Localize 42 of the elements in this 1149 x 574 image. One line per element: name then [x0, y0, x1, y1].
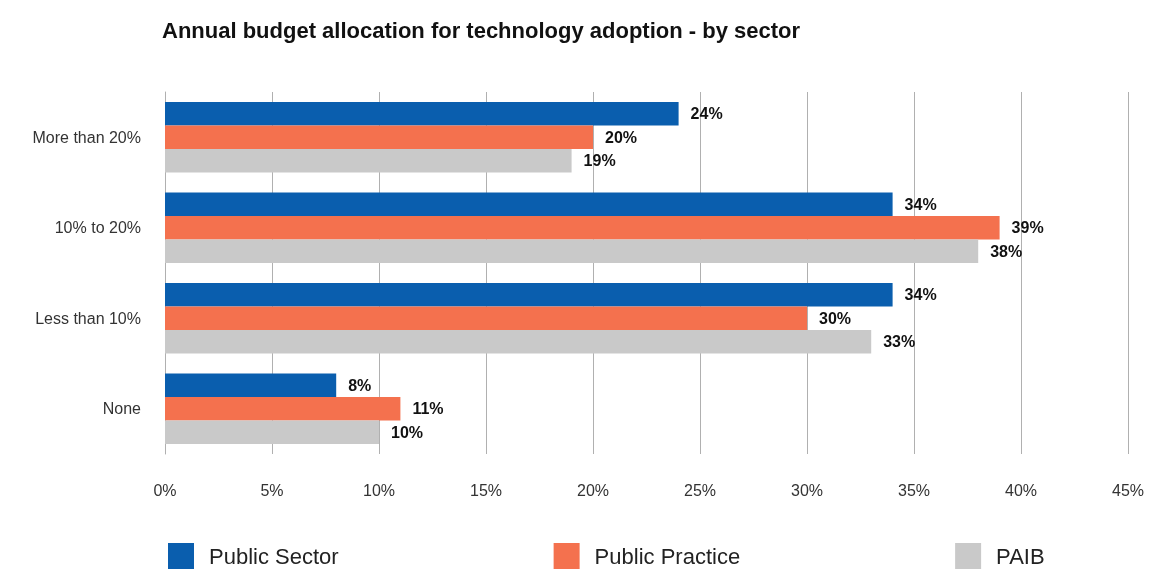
y-tick-label: More than 20%	[32, 128, 141, 146]
data-label: 38%	[990, 242, 1023, 260]
x-tick-label: 35%	[897, 481, 931, 499]
bar	[165, 192, 893, 216]
bar	[165, 125, 593, 150]
legend-label: Public Practice	[594, 543, 741, 569]
x-tick-label: 30%	[790, 481, 824, 499]
data-label: 8%	[348, 376, 372, 394]
y-tick-label: None	[102, 400, 142, 418]
y-tick-label: Less than 10%	[35, 309, 141, 327]
data-label: 20%	[605, 128, 638, 146]
data-label: 33%	[883, 333, 916, 351]
x-tick-label: 20%	[576, 481, 610, 499]
data-label: 11%	[412, 400, 444, 418]
chart-title: Annual budget allocation for technology adoption - by sector	[162, 17, 801, 43]
data-label: 30%	[819, 309, 852, 327]
x-tick-label: 5%	[260, 481, 284, 499]
y-tick-label: 10% to 20%	[54, 219, 141, 237]
bar	[165, 282, 893, 307]
bar	[165, 149, 572, 173]
x-tick-label: 15%	[469, 481, 503, 499]
bar	[165, 239, 979, 264]
bar	[165, 420, 379, 445]
data-label: 24%	[690, 105, 723, 123]
bar	[165, 306, 807, 331]
bar	[165, 330, 872, 354]
data-label: 34%	[904, 286, 937, 304]
legend-label: PAIB	[996, 543, 1045, 569]
x-tick-label: 0%	[153, 481, 177, 499]
bar	[165, 101, 679, 126]
data-label: 39%	[1011, 219, 1044, 237]
x-tick-label: 40%	[1004, 481, 1038, 499]
x-tick-label: 25%	[683, 481, 717, 499]
data-label: 10%	[391, 423, 424, 441]
x-tick-label: 10%	[362, 481, 396, 499]
data-label: 34%	[904, 195, 937, 213]
legend-label: Public Sector	[209, 543, 339, 569]
bar	[165, 215, 1000, 240]
bar	[165, 396, 401, 421]
x-tick-label: 45%	[1111, 481, 1145, 499]
bar	[165, 373, 337, 397]
data-label: 19%	[583, 152, 616, 170]
